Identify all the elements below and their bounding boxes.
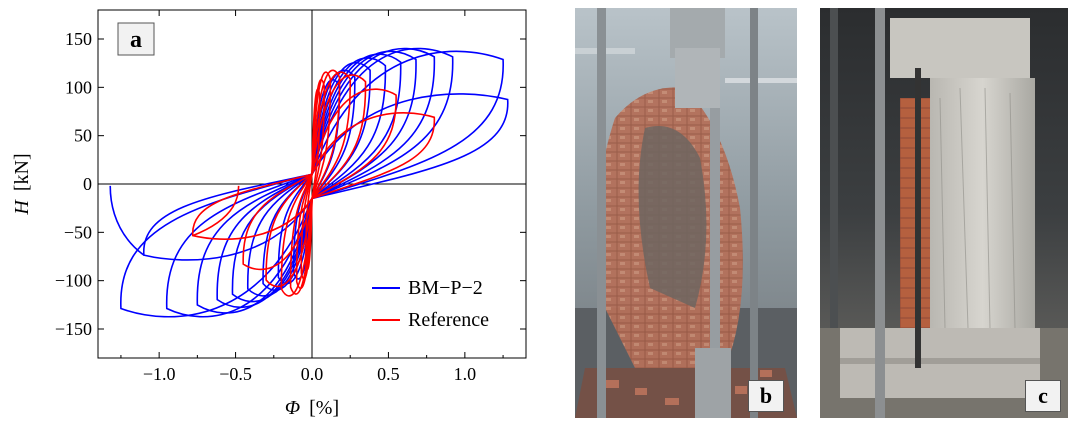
y-tick-label: −150 bbox=[55, 319, 92, 339]
x-tick-label: 0.5 bbox=[377, 364, 400, 384]
panel-label-a: a bbox=[130, 27, 142, 53]
y-tick-label: 150 bbox=[65, 29, 92, 49]
hysteresis-loop bbox=[191, 112, 436, 240]
y-tick-label: 100 bbox=[65, 77, 92, 97]
photo-c-illustration bbox=[820, 8, 1068, 418]
panel-label-b: b bbox=[748, 380, 784, 412]
panel-label-a-box bbox=[117, 22, 155, 56]
y-axis-title: H [kN] bbox=[11, 153, 33, 215]
y-tick-label: 0 bbox=[83, 174, 92, 194]
panel-label-c: c bbox=[1025, 380, 1061, 412]
final-branch bbox=[192, 185, 240, 237]
ticks-layer: −1.0 −0.5 0.0 0.5 1.0 −150 −100 −50 0 50 100 150 bbox=[55, 10, 526, 384]
x-axis-title: Φ [%] bbox=[285, 397, 339, 419]
series-reference bbox=[191, 69, 436, 297]
y-axis-unit: [kN] bbox=[11, 153, 33, 191]
photo-b-illustration bbox=[575, 8, 797, 418]
x-tick-label: −0.5 bbox=[219, 364, 252, 384]
x-tick-label: −1.0 bbox=[143, 364, 176, 384]
y-axis-symbol: H bbox=[11, 199, 33, 216]
legend-label-bm-p-2: BM−P−2 bbox=[408, 277, 483, 299]
y-tick-label: 50 bbox=[74, 126, 92, 146]
series-layer bbox=[109, 47, 509, 318]
x-axis-symbol: Φ bbox=[285, 397, 300, 419]
photo-panel-c: c bbox=[820, 8, 1068, 418]
legend: BM−P−2 Reference bbox=[372, 277, 489, 331]
photo-panel-b: b bbox=[575, 8, 797, 418]
y-tick-label: −50 bbox=[64, 222, 92, 242]
x-tick-label: 1.0 bbox=[454, 364, 477, 384]
hysteresis-loop bbox=[143, 93, 509, 261]
axes-layer bbox=[98, 10, 526, 358]
legend-label-reference: Reference bbox=[408, 309, 489, 331]
x-tick-label: 0.0 bbox=[301, 364, 324, 384]
y-tick-label: −100 bbox=[55, 271, 92, 291]
x-axis-unit: [%] bbox=[309, 397, 339, 419]
final-branch bbox=[109, 185, 145, 256]
